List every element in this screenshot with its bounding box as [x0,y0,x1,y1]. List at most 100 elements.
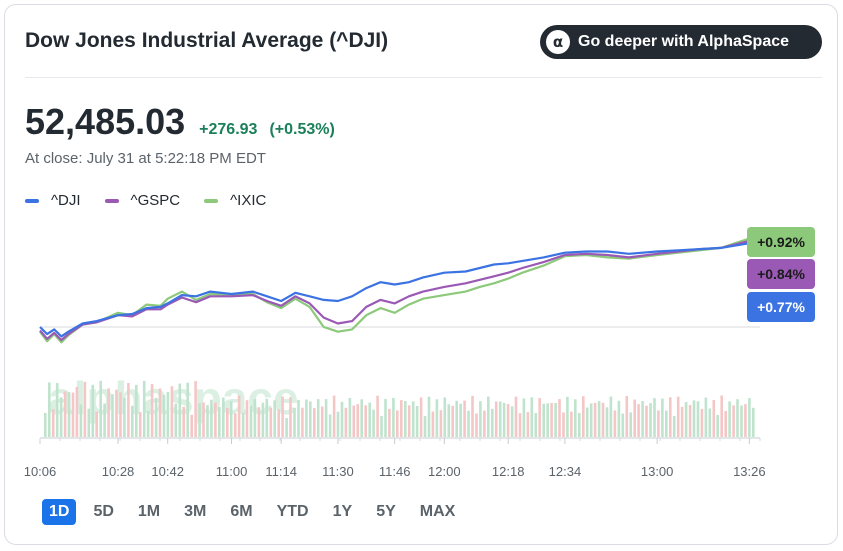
volume-bar [696,401,700,437]
series-end-badges: +0.92% +0.84% +0.77% [747,227,815,322]
volume-bar [67,392,71,437]
legend-item-dji[interactable]: ^DJI [25,192,81,209]
series-line-dji [39,240,761,338]
volume-bar [218,407,221,437]
volume-bar [720,395,723,437]
volume-bar [142,380,146,437]
volume-bar [566,396,569,437]
end-badge-label: +0.77% [757,299,805,315]
series-line-gspc [39,237,761,342]
volume-bar [724,411,727,437]
end-badge-dji: +0.77% [747,292,815,322]
volume-bar [506,404,510,437]
volume-bars [44,380,755,437]
range-button-max[interactable]: MAX [419,503,456,520]
price-change: +276.93 [199,121,258,138]
volume-bar [372,409,375,437]
volume-bar [158,388,162,437]
volume-bar [585,407,589,437]
volume-bar [123,397,126,437]
quote-card: Dow Jones Industrial Average (^DJI) α Go… [4,4,838,545]
volume-bar [178,383,182,437]
range-button-3m[interactable]: 3M [184,503,207,520]
range-button-ytd[interactable]: YTD [276,503,309,520]
legend-label-dji: ^DJI [51,192,81,209]
volume-bar [340,401,344,437]
volume-bar [388,408,391,437]
volume-bar [633,399,636,437]
volume-bar [51,409,55,437]
volume-bar [498,401,502,437]
range-button-5d[interactable]: 5D [93,503,114,520]
volume-bar [641,401,644,437]
volume-bar [578,413,581,437]
legend-label-ixic: ^IXIC [230,192,267,209]
header-divider [25,77,822,78]
volume-bar [99,380,102,437]
volume-bar [226,408,229,437]
end-badge-bg [747,227,815,257]
volume-bar [115,389,118,437]
volume-bar [150,383,154,437]
volume-bar [475,413,478,437]
volume-bar [582,396,585,437]
volume-bar [534,413,538,437]
range-button-1m[interactable]: 1M [137,503,161,520]
volume-bar [174,403,178,437]
x-tick-label: 12:00 [428,464,461,479]
volume-bar [320,406,324,437]
volume-bar [483,410,486,437]
volume-bar [396,410,399,437]
volume-bar [653,398,656,437]
legend-item-gspc[interactable]: ^GSPC [104,192,180,209]
price: 52,485.03 [25,101,186,142]
x-tick-label: 11:00 [216,464,248,479]
volume-bar [657,410,660,437]
volume-bar [202,402,205,437]
volume-bar [305,399,308,437]
range-button-6m[interactable]: 6M [230,503,253,520]
volume-bar [313,408,316,437]
volume-bar [119,392,122,437]
end-badge-label: +0.84% [757,266,805,282]
quote-row: 52,485.03 +276.93 (+0.53%) [25,101,335,143]
volume-bar [752,407,755,437]
range-button-5y[interactable]: 5Y [376,503,396,520]
volume-bar [502,402,506,437]
volume-bar [48,382,51,437]
volume-bar [324,399,328,437]
volume-bar [439,410,443,437]
volume-bar [103,403,106,437]
end-badge-gspc: +0.84% [747,259,815,289]
legend-item-ixic[interactable]: ^IXIC [204,192,266,209]
volume-bar [229,401,233,437]
volume-bar [63,391,67,437]
x-tick-label: 11:30 [322,464,354,479]
range-button-1d[interactable]: 1D [42,499,77,525]
volume-bar [613,410,617,437]
volume-bar [281,396,284,437]
range-selector: 1D 5D 1M 3M 6M YTD 1Y 5Y MAX [42,499,472,525]
close-info: At close: July 31 at 5:22:18 PM EDT [25,150,266,167]
volume-bar [360,399,363,437]
volume-bar [356,404,360,437]
alphaspace-button[interactable]: α Go deeper with AlphaSpace [540,25,822,59]
volume-bar [87,408,91,437]
volume-bar [487,396,490,437]
x-tick-label: 12:34 [549,464,582,479]
volume-bar [309,401,312,437]
volume-bar [138,412,142,437]
volume-bar [380,416,383,437]
legend-swatch-dji [25,198,39,203]
volume-bar [411,401,415,437]
volume-bar [645,405,648,437]
alphaspace-logo-icon: α [546,30,570,54]
range-button-1y[interactable]: 1Y [332,503,353,520]
volume-bar [716,415,719,437]
x-tick-label: 13:00 [641,464,674,479]
volume-bar [233,413,237,437]
volume-bar [91,384,95,437]
volume-bar [162,395,166,437]
series-lines [39,233,761,344]
